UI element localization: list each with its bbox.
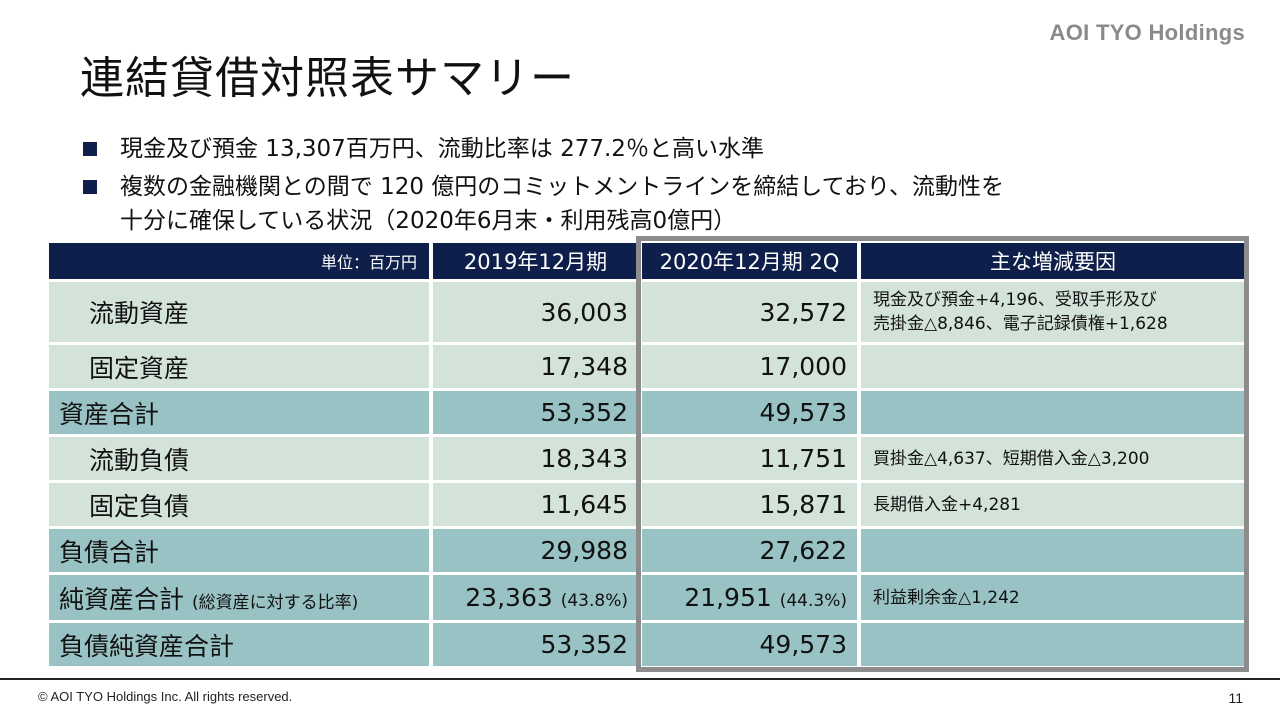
row-label: 負債合計 xyxy=(49,529,429,572)
row-label: 流動資産 xyxy=(49,282,429,342)
row-label: 資産合計 xyxy=(49,391,429,434)
value-text: 21,951 xyxy=(684,583,772,612)
row-label: 固定負債 xyxy=(49,483,429,526)
col-2019-header: 2019年12月期 xyxy=(433,243,638,279)
value-text: 53,352 xyxy=(540,630,628,659)
value-2020-cell: 11,751 xyxy=(642,437,857,480)
value-text: 11,645 xyxy=(540,490,628,519)
row-label: 流動負債 xyxy=(49,437,429,480)
value-text: 23,363 xyxy=(465,583,553,612)
factor-line: 長期借入金+4,281 xyxy=(873,494,1021,515)
bullet-text: 十分に確保している状況（2020年6月末・利用残高0億円） xyxy=(120,208,737,234)
factor-cell: 買掛金△4,637、短期借入金△3,200 xyxy=(861,437,1245,480)
factor-cell xyxy=(861,529,1245,572)
value-2019-cell: 18,343 xyxy=(433,437,638,480)
value-text: 53,352 xyxy=(540,398,628,427)
table-row: 負債純資産合計 53,352 49,573 xyxy=(49,623,1245,666)
value-2020-cell: 49,573 xyxy=(642,391,857,434)
value-2019-cell: 11,645 xyxy=(433,483,638,526)
table-header-row: 単位：百万円 2019年12月期 2020年12月期 2Q 主な増減要因 xyxy=(49,243,1245,279)
company-logo: AOI TYO Holdings xyxy=(1049,20,1245,45)
value-2020-cell: 32,572 xyxy=(642,282,857,342)
value-2019-cell: 29,988 xyxy=(433,529,638,572)
bullet-item: 現金及び預金 13,307百万円、流動比率は 277.2％と高い水準 xyxy=(80,132,1230,166)
value-text: 11,751 xyxy=(759,444,847,473)
value-2020-cell: 49,573 xyxy=(642,623,857,666)
value-2020-cell: 21,951 (44.3%) xyxy=(642,575,857,620)
value-2020-cell: 17,000 xyxy=(642,345,857,388)
col-factor-header: 主な増減要因 xyxy=(861,243,1245,279)
factor-line: 売掛金△8,846、電子記録債権+1,628 xyxy=(873,314,1168,334)
value-text: 27,622 xyxy=(759,536,847,565)
table-row: 流動資産 36,003 32,572 現金及び預金+4,196、受取手形及び 売掛金△8… xyxy=(49,282,1245,342)
table-row: 負債合計 29,988 27,622 xyxy=(49,529,1245,572)
value-2019-cell: 17,348 xyxy=(433,345,638,388)
row-label: 固定資産 xyxy=(49,345,429,388)
row-label-text: 負債純資産合計 xyxy=(59,631,235,661)
row-label-text: 固定資産 xyxy=(89,353,190,383)
bullet-item: 複数の金融機関との間で 120 億円のコミットメントラインを締結しており、流動性… xyxy=(80,170,1230,238)
footer-divider xyxy=(0,678,1280,680)
value-2019-cell: 53,352 xyxy=(433,623,638,666)
col-2020-header: 2020年12月期 2Q xyxy=(642,243,857,279)
ratio-note: (44.3%) xyxy=(779,591,847,611)
square-bullet-icon xyxy=(83,180,97,194)
value-text: 29,988 xyxy=(540,536,628,565)
page-title: 連結貸借対照表サマリー xyxy=(80,53,575,104)
page-number: 11 xyxy=(1228,690,1243,706)
ratio-note: (43.8%) xyxy=(560,591,628,611)
value-text: 17,000 xyxy=(759,352,847,381)
factor-cell xyxy=(861,345,1245,388)
value-2020-cell: 15,871 xyxy=(642,483,857,526)
row-label-text: 純資産合計 xyxy=(59,584,185,614)
balance-sheet-table: 単位：百万円 2019年12月期 2020年12月期 2Q 主な増減要因 流動資… xyxy=(45,240,1249,669)
row-label-text: 固定負債 xyxy=(89,491,190,521)
row-label-text: 負債合計 xyxy=(59,537,160,567)
value-text: 49,573 xyxy=(759,630,847,659)
value-2019-cell: 53,352 xyxy=(433,391,638,434)
factor-cell xyxy=(861,623,1245,666)
value-text: 15,871 xyxy=(759,490,847,519)
square-bullet-icon xyxy=(83,142,97,156)
value-text: 49,573 xyxy=(759,398,847,427)
value-text: 32,572 xyxy=(759,297,847,327)
bullet-list: 現金及び預金 13,307百万円、流動比率は 277.2％と高い水準 複数の金融… xyxy=(80,132,1230,242)
table-row: 固定負債 11,645 15,871 長期借入金+4,281 xyxy=(49,483,1245,526)
table-row: 流動負債 18,343 11,751 買掛金△4,637、短期借入金△3,200 xyxy=(49,437,1245,480)
factor-cell: 長期借入金+4,281 xyxy=(861,483,1245,526)
row-label-text: 流動負債 xyxy=(89,445,190,475)
row-label: 負債純資産合計 xyxy=(49,623,429,666)
factor-line: 買掛金△4,637、短期借入金△3,200 xyxy=(873,448,1150,469)
row-label-note: (総資産に対する比率) xyxy=(191,592,359,613)
factor-cell xyxy=(861,391,1245,434)
row-label: 純資産合計 (総資産に対する比率) xyxy=(49,575,429,620)
row-label-text: 資産合計 xyxy=(59,399,160,429)
value-text: 36,003 xyxy=(540,297,628,327)
value-2019-cell: 23,363 (43.8%) xyxy=(433,575,638,620)
factor-line: 利益剰余金△1,242 xyxy=(873,587,1020,608)
factor-cell: 利益剰余金△1,242 xyxy=(861,575,1245,620)
factor-line: 現金及び預金+4,196、受取手形及び xyxy=(873,290,1157,310)
table-row: 固定資産 17,348 17,000 xyxy=(49,345,1245,388)
bullet-text: 複数の金融機関との間で 120 億円のコミットメントラインを締結しており、流動性… xyxy=(120,174,1004,200)
row-label-text: 流動資産 xyxy=(89,299,190,328)
value-text: 17,348 xyxy=(540,352,628,381)
factor-cell: 現金及び預金+4,196、受取手形及び 売掛金△8,846、電子記録債権+1,62… xyxy=(861,282,1245,342)
value-2019-cell: 36,003 xyxy=(433,282,638,342)
bullet-text: 現金及び預金 13,307百万円、流動比率は 277.2％と高い水準 xyxy=(120,136,764,162)
value-text: 18,343 xyxy=(540,444,628,473)
table-row: 純資産合計 (総資産に対する比率) 23,363 (43.8%) 21,951 (4… xyxy=(49,575,1245,620)
table-row: 資産合計 53,352 49,573 xyxy=(49,391,1245,434)
value-2020-cell: 27,622 xyxy=(642,529,857,572)
copyright-text: © AOI TYO Holdings Inc. All rights reser… xyxy=(38,689,293,704)
unit-header: 単位：百万円 xyxy=(49,243,429,279)
